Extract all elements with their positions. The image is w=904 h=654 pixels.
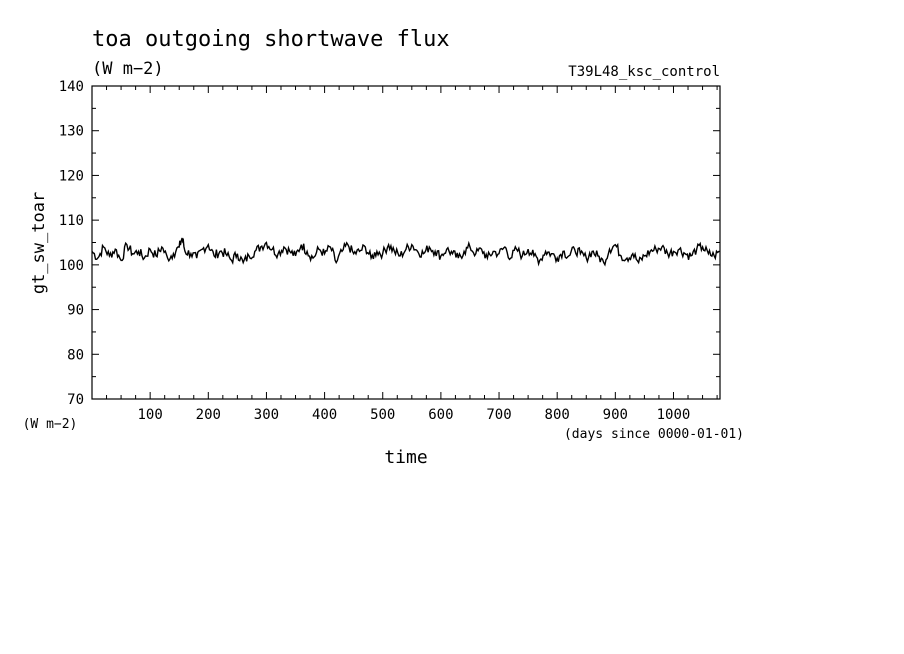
chart-subtitle: (W m−2) <box>92 59 164 79</box>
y-tick-label: 110 <box>59 213 84 229</box>
x-tick-label: 300 <box>254 407 279 423</box>
plot-frame <box>91 85 721 400</box>
x-tick-label: 600 <box>428 407 453 423</box>
x-tick-label: 100 <box>137 407 162 423</box>
y-tick-label: 90 <box>67 303 84 319</box>
x-tick-label: 1000 <box>657 407 691 423</box>
chart-title: toa outgoing shortwave flux <box>92 27 450 52</box>
y-axis-unit: (W m−2) <box>23 417 78 432</box>
y-tick-label: 130 <box>59 124 84 140</box>
x-tick-labels: 100 200 300 400 500 600 700 800 900 1000 <box>137 407 690 423</box>
x-tick-label: 900 <box>603 407 628 423</box>
x-tick-label: 200 <box>196 407 221 423</box>
axis-ticks <box>92 85 720 400</box>
y-tick-label: 70 <box>67 392 84 408</box>
x-axis-label: time <box>384 447 427 468</box>
x-tick-label: 700 <box>486 407 511 423</box>
y-tick-label: 100 <box>59 258 84 274</box>
x-tick-label: 800 <box>545 407 570 423</box>
x-tick-label: 500 <box>370 407 395 423</box>
y-tick-labels: 70 80 90 100 110 120 130 140 <box>59 79 84 408</box>
y-tick-label: 140 <box>59 79 84 95</box>
y-tick-label: 120 <box>59 168 84 184</box>
y-tick-label: 80 <box>67 347 84 363</box>
series-line <box>91 237 720 267</box>
y-axis-label: gt_sw_toar <box>29 192 49 294</box>
x-axis-unit: (days since 0000-01-01) <box>564 427 744 442</box>
x-tick-label: 400 <box>312 407 337 423</box>
run-label: T39L48_ksc_control <box>568 64 720 80</box>
